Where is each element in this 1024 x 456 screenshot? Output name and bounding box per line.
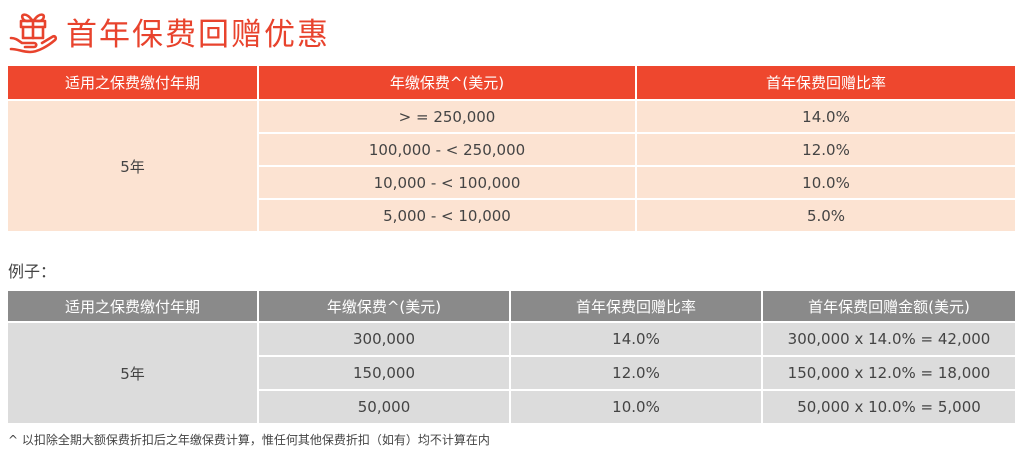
premium-cell: 300,000: [257, 321, 510, 356]
header-rebate-rate: 首年保费回赠比率: [635, 66, 1015, 100]
premium-cell: > = 250,000: [257, 99, 636, 133]
table-row: 50,000 10.0% 50,000 x 10.0% = 5,000: [8, 389, 1015, 423]
rate-cell: 14.0%: [635, 99, 1015, 133]
rate-cell: 5.0%: [635, 198, 1015, 231]
table-row: 5年 > = 250,000 14.0%: [8, 99, 1015, 231]
table-row: 10,000 - < 100,000 10.0%: [8, 165, 1015, 199]
example-calculation-table: 适用之保费缴付年期 年缴保费^(美元) 首年保费回赠比率 首年保费回赠金额(美元…: [8, 291, 1015, 423]
premium-rebate-rate-table: 适用之保费缴付年期 年缴保费^(美元) 首年保费回赠比率 5年 > = 250,…: [8, 66, 1015, 231]
header-rebate-amount: 首年保费回赠金额(美元): [761, 291, 1015, 322]
header-annual-premium: 年缴保费^(美元): [257, 291, 510, 322]
rate-cell: 10.0%: [635, 165, 1015, 199]
payment-term-cell: 5年: [8, 99, 258, 231]
premium-cell: 5,000 - < 10,000: [257, 198, 636, 231]
page-title: 首年保费回赠优惠: [66, 16, 330, 53]
title-row: 首年保费回赠优惠: [8, 6, 330, 56]
footnote: ^ 以扣除全期大额保费折扣后之年缴保费计算，惟任何其他保费折扣（如有）均不计算在…: [8, 433, 490, 447]
header-annual-premium: 年缴保费^(美元): [257, 66, 636, 100]
table-row: 5,000 - < 10,000 5.0%: [8, 198, 1015, 231]
table-row: 5年 300,000 14.0% 300,000 x 14.0% = 42,00…: [8, 321, 1015, 423]
premium-cell: 50,000: [257, 389, 510, 423]
example-label: 例子：: [8, 262, 57, 281]
rate-cell: 12.0%: [635, 132, 1015, 166]
amount-cell: 50,000 x 10.0% = 5,000: [761, 389, 1015, 423]
header-payment-term: 适用之保费缴付年期: [8, 66, 258, 100]
header-rebate-rate: 首年保费回赠比率: [509, 291, 762, 322]
premium-cell: 100,000 - < 250,000: [257, 132, 636, 166]
payment-term-cell: 5年: [8, 321, 258, 423]
table-row: 100,000 - < 250,000 12.0%: [8, 132, 1015, 166]
table-row: 150,000 12.0% 150,000 x 12.0% = 18,000: [8, 355, 1015, 390]
rate-cell: 14.0%: [509, 321, 762, 356]
table-header-row: 适用之保费缴付年期 年缴保费^(美元) 首年保费回赠比率: [8, 66, 1015, 100]
rate-cell: 12.0%: [509, 355, 762, 390]
amount-cell: 300,000 x 14.0% = 42,000: [761, 321, 1015, 356]
premium-cell: 10,000 - < 100,000: [257, 165, 636, 199]
table-header-row: 适用之保费缴付年期 年缴保费^(美元) 首年保费回赠比率 首年保费回赠金额(美元…: [8, 291, 1015, 322]
amount-cell: 150,000 x 12.0% = 18,000: [761, 355, 1015, 390]
gift-hand-icon: [9, 13, 58, 54]
rate-cell: 10.0%: [509, 389, 762, 423]
premium-cell: 150,000: [257, 355, 510, 390]
header-payment-term: 适用之保费缴付年期: [8, 291, 258, 322]
